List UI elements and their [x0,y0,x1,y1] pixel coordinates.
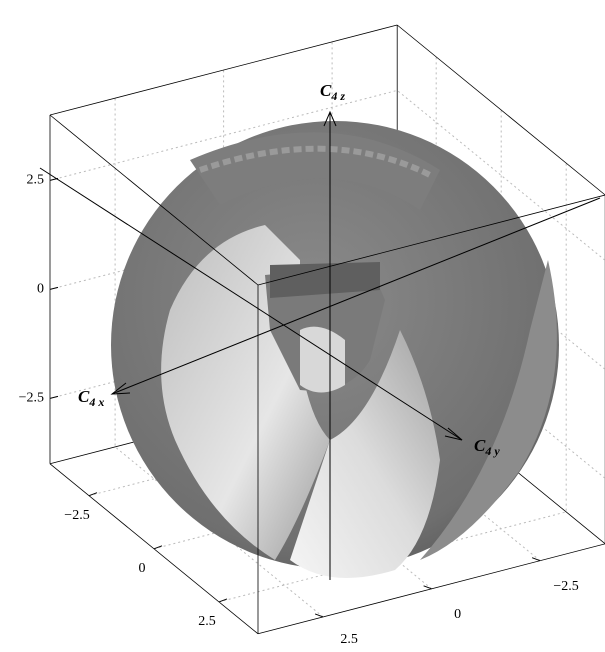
front-layer: −2.5 0 2.5 −2.5 0 2.5 −2.5 0 2.5 [19,24,605,647]
box-edge [49,114,259,286]
x-tick-label: 2.5 [198,614,216,629]
c4x-arrow [110,382,131,395]
y-tick [423,585,432,590]
inner-lobe-front [290,330,440,578]
z-label-base: C [320,81,332,100]
x-tick [218,598,228,603]
y-tick [314,613,324,618]
x-tick [88,492,98,497]
z-tick-label: 0 [37,282,44,297]
x-tick-label: −2.5 [64,508,89,523]
x-label-sub: 4 x [88,395,104,409]
z-tick [49,286,59,290]
y-tick-label: 0 [454,607,461,622]
grid-line [114,98,324,618]
x-label-base: C [78,387,90,406]
c4y-axis [39,167,463,441]
c4z-arrow [323,110,337,127]
box-edge [49,24,398,116]
box-edge [257,194,605,286]
z-tick-label: 2.5 [27,173,45,188]
y-axis-label: C4 y [474,436,500,458]
y-tick [531,557,541,562]
z-axis-label: C4 z [320,81,345,103]
x-tick [153,545,163,550]
top-band [190,132,440,210]
box-edge [396,24,605,196]
z-label-sub: 4 z [330,89,345,103]
y-label-base: C [474,436,486,455]
x-axis-label: C4 x [78,387,104,409]
z-tick [49,395,59,399]
grid-line [218,163,567,603]
x-tick-label: 0 [139,561,146,576]
c4y-arrow [444,427,463,441]
y-tick-label: −2.5 [553,579,578,594]
axes-lines [39,110,601,580]
inner-core-highlight [300,326,345,393]
top-band-edge [199,145,432,178]
y-label-sub: 4 y [484,444,500,458]
sphere-rim [420,260,557,560]
core-cap [270,262,380,298]
surface [111,121,559,578]
z-tick [49,177,59,181]
z-tick-label: −2.5 [19,391,44,406]
c4x-axis [111,197,601,395]
y-tick-label: 2.5 [340,632,358,647]
